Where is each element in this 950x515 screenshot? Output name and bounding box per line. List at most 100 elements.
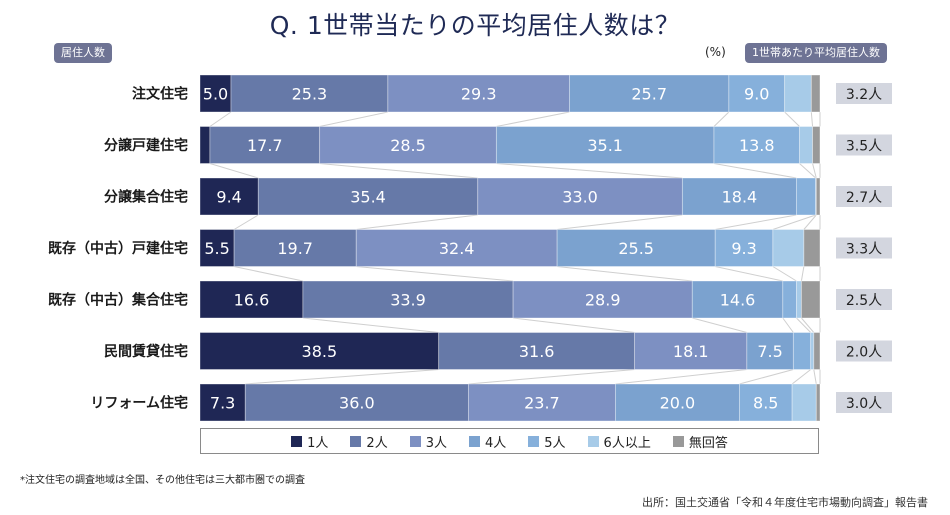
connector-line (715, 266, 783, 282)
connector-line (209, 163, 259, 179)
bar-segment (468, 383, 616, 422)
data-label: 28.5 (390, 136, 426, 155)
connector-line (233, 266, 304, 282)
row-label: リフォーム住宅 (90, 395, 188, 412)
chart-title: Q. 1世帯当たりの平均居住人数は？ (269, 11, 681, 40)
data-label: 7.5 (757, 342, 782, 361)
data-label: 36.0 (339, 394, 375, 413)
legend-label: 2人 (366, 435, 388, 451)
average-box (836, 186, 892, 207)
connector-line (496, 111, 570, 127)
data-label: 13.8 (739, 136, 775, 155)
bar-segment (810, 74, 821, 113)
connector-line (713, 163, 797, 179)
connector-line (801, 317, 815, 333)
bar-segment (784, 74, 812, 113)
average-box (836, 340, 892, 362)
data-label: 9.4 (216, 188, 241, 207)
bar-segment (691, 280, 784, 319)
legend-swatch (672, 435, 684, 447)
bar-segment (387, 74, 570, 113)
legend-item: 無回答 (672, 432, 728, 451)
data-label: 33.0 (562, 188, 598, 207)
connector-line (772, 214, 816, 230)
bar-segment (772, 229, 805, 267)
legend-label: 無回答 (688, 435, 728, 451)
legend-item: 5人 (528, 432, 566, 451)
data-label: 14.6 (720, 291, 756, 310)
bar-segment (714, 229, 774, 267)
row-label: 既存（中古）戸建住宅 (48, 240, 188, 257)
bar-segment (556, 229, 716, 267)
row-label: 分譲集合住宅 (104, 189, 188, 206)
legend-label: 1人 (307, 435, 329, 451)
data-label: 35.4 (350, 188, 386, 207)
data-label: 9.0 (744, 85, 769, 104)
data-label: 20.0 (660, 394, 696, 413)
legend-swatch (468, 435, 480, 447)
connector-line (319, 163, 478, 179)
average-value: 3.5人 (846, 139, 882, 155)
average-box (836, 392, 892, 413)
bar-segment (681, 177, 797, 216)
bar-segment (792, 332, 812, 370)
data-label: 31.6 (519, 342, 555, 361)
bar-segment (199, 332, 440, 370)
bar-segment (495, 126, 715, 164)
legend-item: 6人以上 (587, 432, 651, 451)
bar-segment (815, 177, 817, 216)
legend-item: 3人 (409, 432, 447, 451)
connector-line (772, 266, 797, 282)
bar-segment (812, 126, 821, 164)
connector-line (800, 266, 805, 282)
bar-segment (739, 383, 793, 422)
data-label: 16.6 (234, 291, 270, 310)
average-column-pill: 1世帯あたり平均居住人数 (745, 43, 887, 63)
connector-line (782, 317, 794, 333)
legend-item: 1人 (291, 432, 328, 451)
row-label: 民間賃貸住宅 (104, 343, 188, 360)
data-label: 28.9 (585, 291, 621, 310)
data-label: 18.1 (673, 342, 709, 361)
bar-segment (199, 280, 304, 319)
bar-segment (801, 280, 821, 319)
connector-line (791, 369, 812, 385)
connector-line (715, 214, 797, 230)
data-label: 9.3 (731, 239, 756, 258)
data-label: 32.4 (439, 239, 475, 258)
data-label: 7.3 (210, 394, 235, 413)
bar-segment (257, 177, 479, 216)
bar-segment (230, 74, 389, 113)
bar-segment (810, 332, 815, 370)
data-label: 18.4 (722, 188, 758, 207)
legend-swatch (350, 435, 362, 447)
connector-line (692, 317, 747, 333)
average-value: 2.0人 (846, 345, 882, 361)
bar-segment (209, 126, 321, 164)
bar-segment (199, 383, 246, 422)
connector-line (812, 163, 817, 179)
average-value: 3.3人 (846, 242, 882, 258)
connector-line (302, 317, 439, 333)
bar-segment (355, 229, 558, 267)
legend-label: 4人 (484, 435, 507, 451)
legend-label: 6人以上 (603, 435, 651, 451)
bar-segment (803, 229, 821, 267)
bar-segment (796, 280, 802, 319)
connector-line (209, 111, 232, 127)
bar-segment (815, 177, 821, 216)
bar-segment (634, 332, 748, 370)
bar-segment (791, 383, 817, 422)
legend-item: 4人 (468, 432, 507, 451)
bar-segment (319, 126, 497, 164)
bar-segment (799, 126, 813, 164)
connector-line (784, 111, 800, 127)
data-label: 23.7 (524, 394, 560, 413)
connector-line (513, 317, 635, 333)
connector-line (356, 266, 514, 282)
legend-swatch (409, 435, 421, 447)
data-label: 17.7 (247, 136, 283, 155)
average-box (836, 289, 892, 310)
connector-line (813, 369, 817, 385)
